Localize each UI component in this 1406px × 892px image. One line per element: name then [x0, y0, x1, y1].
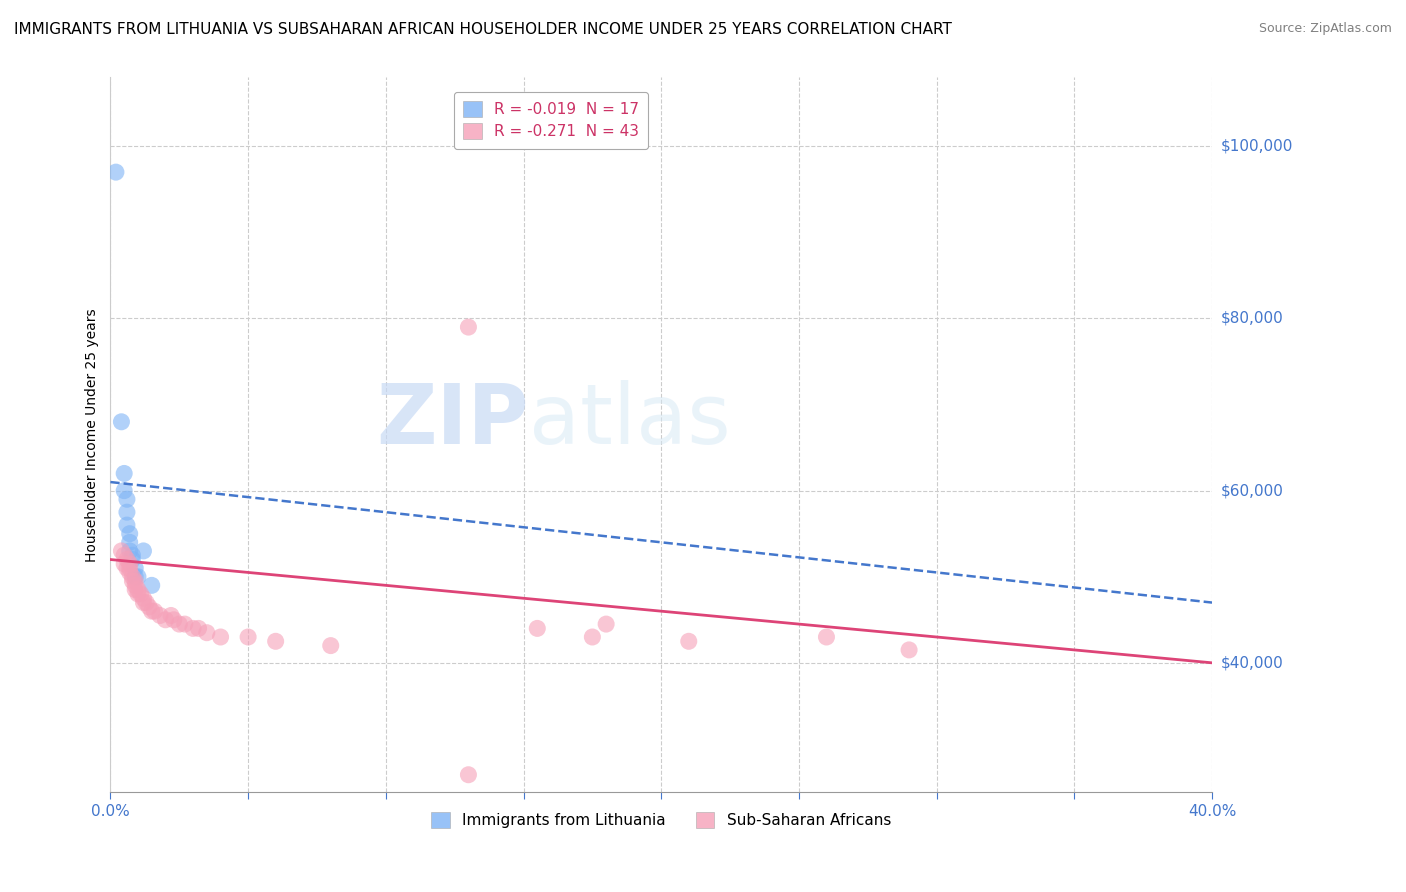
- Point: [124, 578, 146, 592]
- Point: [121, 574, 143, 588]
- Point: [124, 582, 146, 597]
- Text: IMMIGRANTS FROM LITHUANIA VS SUBSAHARAN AFRICAN HOUSEHOLDER INCOME UNDER 25 YEAR: IMMIGRANTS FROM LITHUANIA VS SUBSAHARAN …: [14, 22, 952, 37]
- Point: [167, 617, 190, 632]
- Point: [143, 604, 166, 618]
- Point: [127, 570, 149, 584]
- Point: [110, 544, 132, 558]
- Point: [127, 587, 149, 601]
- Point: [112, 483, 135, 498]
- Point: [112, 548, 135, 562]
- Point: [264, 634, 287, 648]
- Point: [187, 621, 209, 635]
- Point: [118, 557, 141, 571]
- Text: $60,000: $60,000: [1220, 483, 1284, 498]
- Point: [595, 617, 617, 632]
- Point: [135, 596, 157, 610]
- Text: atlas: atlas: [529, 380, 731, 461]
- Point: [104, 165, 127, 179]
- Point: [163, 613, 186, 627]
- Point: [138, 599, 160, 614]
- Point: [155, 613, 177, 627]
- Y-axis label: Householder Income Under 25 years: Householder Income Under 25 years: [86, 308, 100, 561]
- Point: [115, 505, 138, 519]
- Text: Source: ZipAtlas.com: Source: ZipAtlas.com: [1258, 22, 1392, 36]
- Point: [173, 617, 195, 632]
- Point: [124, 574, 146, 588]
- Point: [115, 561, 138, 575]
- Text: $100,000: $100,000: [1220, 139, 1292, 153]
- Point: [319, 639, 342, 653]
- Legend: Immigrants from Lithuania, Sub-Saharan Africans: Immigrants from Lithuania, Sub-Saharan A…: [425, 806, 897, 834]
- Point: [115, 518, 138, 533]
- Point: [118, 566, 141, 580]
- Point: [132, 596, 155, 610]
- Text: $40,000: $40,000: [1220, 656, 1284, 670]
- Point: [141, 604, 163, 618]
- Point: [118, 544, 141, 558]
- Point: [121, 548, 143, 562]
- Point: [115, 552, 138, 566]
- Point: [457, 768, 479, 782]
- Point: [118, 526, 141, 541]
- Point: [141, 578, 163, 592]
- Point: [127, 582, 149, 597]
- Point: [132, 591, 155, 606]
- Point: [898, 643, 921, 657]
- Point: [124, 561, 146, 575]
- Point: [124, 570, 146, 584]
- Point: [118, 561, 141, 575]
- Point: [121, 570, 143, 584]
- Point: [112, 557, 135, 571]
- Text: ZIP: ZIP: [377, 380, 529, 461]
- Point: [160, 608, 183, 623]
- Point: [195, 625, 218, 640]
- Point: [236, 630, 259, 644]
- Point: [209, 630, 232, 644]
- Point: [457, 320, 479, 334]
- Point: [129, 587, 152, 601]
- Point: [815, 630, 838, 644]
- Point: [132, 544, 155, 558]
- Point: [581, 630, 603, 644]
- Point: [118, 535, 141, 549]
- Point: [121, 552, 143, 566]
- Point: [526, 621, 548, 635]
- Point: [181, 621, 204, 635]
- Text: $80,000: $80,000: [1220, 311, 1284, 326]
- Point: [678, 634, 700, 648]
- Point: [112, 467, 135, 481]
- Point: [115, 492, 138, 507]
- Point: [110, 415, 132, 429]
- Point: [149, 608, 172, 623]
